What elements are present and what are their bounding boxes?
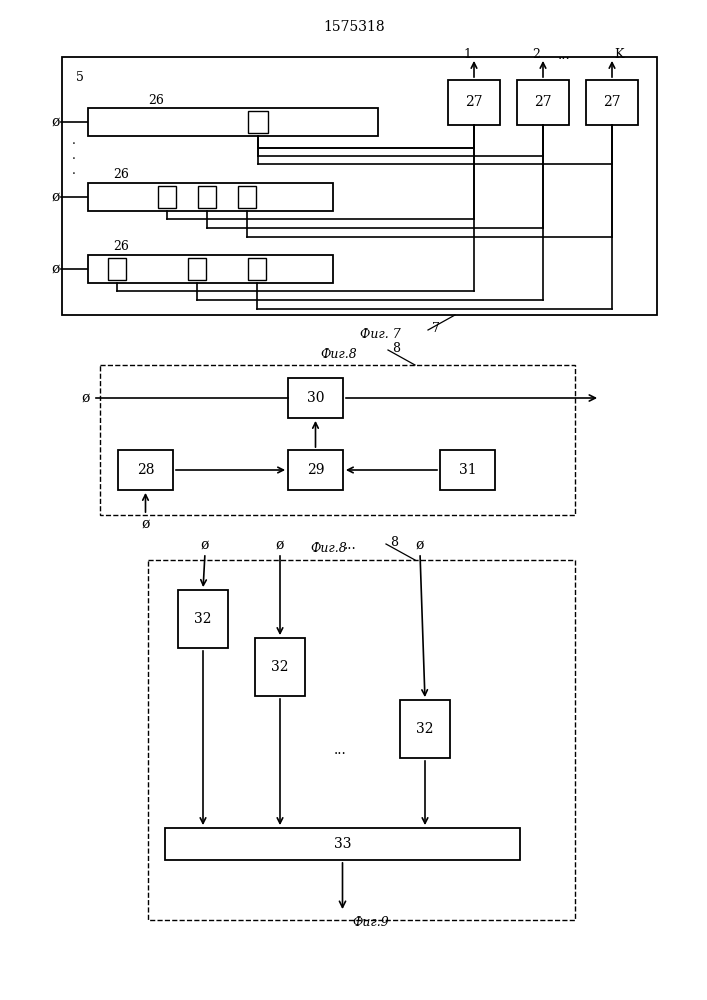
Text: K: K: [614, 47, 624, 60]
Bar: [248, 258, 266, 280]
Text: ø: ø: [52, 190, 60, 204]
Bar: [158, 186, 176, 208]
Bar: [448, 80, 500, 125]
Text: Фиг.8: Фиг.8: [320, 348, 357, 360]
Text: 2: 2: [532, 47, 540, 60]
Text: ø: ø: [276, 538, 284, 552]
Bar: [238, 186, 256, 208]
Text: 7: 7: [432, 322, 440, 334]
Text: 28: 28: [136, 463, 154, 477]
Bar: [88, 183, 333, 211]
Bar: [198, 186, 216, 208]
Bar: [100, 365, 575, 515]
Text: ...: ...: [334, 743, 346, 757]
Bar: [288, 378, 343, 418]
Text: 33: 33: [334, 837, 351, 851]
Bar: [255, 638, 305, 696]
Text: ø: ø: [416, 538, 424, 552]
Text: 1575318: 1575318: [323, 20, 385, 34]
Text: 5: 5: [76, 71, 84, 84]
Text: 32: 32: [271, 660, 288, 674]
Text: Фиг. 7: Фиг. 7: [360, 328, 401, 342]
Text: 26: 26: [113, 168, 129, 182]
Text: Фиг.9: Фиг.9: [353, 916, 390, 928]
Bar: [248, 111, 268, 133]
Text: ø: ø: [52, 115, 60, 129]
Bar: [88, 108, 378, 136]
Text: ø: ø: [201, 538, 209, 552]
Text: ø: ø: [52, 262, 60, 276]
Bar: [400, 700, 450, 758]
Text: ·
·
·: · · ·: [72, 138, 76, 181]
Text: 32: 32: [194, 612, 212, 626]
Bar: [88, 255, 333, 283]
Bar: [148, 560, 575, 920]
Text: 26: 26: [148, 94, 164, 106]
Text: 8: 8: [392, 342, 400, 355]
Bar: [586, 80, 638, 125]
Bar: [165, 828, 520, 860]
Bar: [288, 450, 343, 490]
Bar: [108, 258, 126, 280]
Text: 27: 27: [534, 96, 551, 109]
Text: ø: ø: [82, 391, 90, 405]
Bar: [118, 450, 173, 490]
Text: ...: ...: [558, 48, 571, 62]
Bar: [188, 258, 206, 280]
Text: Фиг.8: Фиг.8: [310, 542, 346, 554]
Text: 30: 30: [307, 391, 325, 405]
Text: 8: 8: [390, 536, 398, 548]
Text: 26: 26: [113, 240, 129, 253]
Text: ...: ...: [344, 538, 356, 552]
Text: 31: 31: [459, 463, 477, 477]
Text: 1: 1: [463, 47, 471, 60]
Text: 27: 27: [465, 96, 483, 109]
Bar: [62, 57, 657, 315]
Bar: [517, 80, 569, 125]
Bar: [178, 590, 228, 648]
Text: ø: ø: [141, 517, 150, 531]
Bar: [440, 450, 495, 490]
Text: 27: 27: [603, 96, 621, 109]
Text: 32: 32: [416, 722, 434, 736]
Text: 29: 29: [307, 463, 325, 477]
